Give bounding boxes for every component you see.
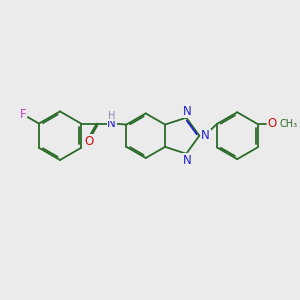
Text: N: N [107,117,116,130]
Text: N: N [182,105,191,118]
Text: O: O [268,118,277,130]
Text: N: N [201,129,210,142]
Text: H: H [108,111,115,121]
Text: F: F [20,108,27,121]
Text: CH₃: CH₃ [280,119,298,129]
Text: O: O [85,135,94,148]
Text: N: N [182,154,191,166]
